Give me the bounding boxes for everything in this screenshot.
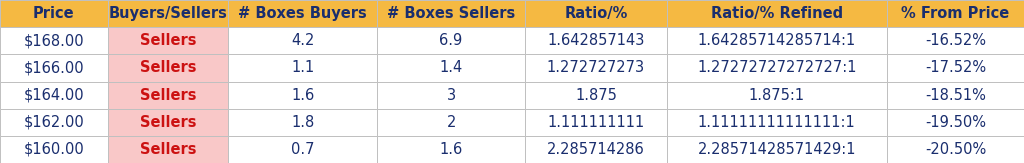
Text: # Boxes Buyers: # Boxes Buyers	[239, 6, 367, 21]
Text: 4.2: 4.2	[291, 33, 314, 48]
Text: 1.11111111111111:1: 1.11111111111111:1	[697, 115, 856, 130]
Bar	[667, 82, 887, 109]
Text: 1.875:1: 1.875:1	[749, 88, 805, 103]
Text: 1.875: 1.875	[575, 88, 616, 103]
Text: # Boxes Sellers: # Boxes Sellers	[387, 6, 515, 21]
Bar	[525, 54, 667, 82]
Bar	[0, 82, 108, 109]
Text: 1.272727273: 1.272727273	[547, 60, 645, 75]
Bar	[525, 0, 667, 27]
Text: -18.51%: -18.51%	[925, 88, 986, 103]
Text: Sellers: Sellers	[139, 60, 197, 75]
Text: 6.9: 6.9	[439, 33, 463, 48]
Text: $166.00: $166.00	[24, 60, 84, 75]
Text: -16.52%: -16.52%	[925, 33, 986, 48]
Bar	[377, 109, 525, 136]
Bar	[377, 54, 525, 82]
Bar	[887, 136, 1024, 163]
Text: 2.28571428571429:1: 2.28571428571429:1	[697, 142, 856, 157]
Text: -20.50%: -20.50%	[925, 142, 986, 157]
Text: Ratio/% Refined: Ratio/% Refined	[711, 6, 843, 21]
Text: Sellers: Sellers	[139, 88, 197, 103]
Bar	[525, 136, 667, 163]
Bar	[228, 136, 377, 163]
Text: 2: 2	[446, 115, 456, 130]
Bar	[377, 136, 525, 163]
Bar	[0, 0, 108, 27]
Text: 1.27272727272727:1: 1.27272727272727:1	[697, 60, 856, 75]
Bar	[228, 109, 377, 136]
Text: -19.50%: -19.50%	[925, 115, 986, 130]
Bar	[525, 82, 667, 109]
Text: 1.6: 1.6	[439, 142, 463, 157]
Text: $162.00: $162.00	[24, 115, 84, 130]
Bar	[0, 109, 108, 136]
Text: Sellers: Sellers	[139, 142, 197, 157]
Bar	[228, 54, 377, 82]
Bar	[228, 0, 377, 27]
Text: $168.00: $168.00	[24, 33, 84, 48]
Text: Buyers/Sellers: Buyers/Sellers	[109, 6, 227, 21]
Text: % From Price: % From Price	[901, 6, 1010, 21]
Bar	[887, 82, 1024, 109]
Text: -17.52%: -17.52%	[925, 60, 986, 75]
Bar	[108, 54, 228, 82]
Text: Sellers: Sellers	[139, 115, 197, 130]
Text: Price: Price	[33, 6, 75, 21]
Bar	[667, 54, 887, 82]
Bar	[667, 136, 887, 163]
Text: 2.285714286: 2.285714286	[547, 142, 645, 157]
Text: 1.642857143: 1.642857143	[547, 33, 645, 48]
Text: 3: 3	[446, 88, 456, 103]
Bar	[667, 27, 887, 54]
Text: 1.111111111: 1.111111111	[548, 115, 644, 130]
Bar	[0, 136, 108, 163]
Text: 1.6: 1.6	[291, 88, 314, 103]
Bar	[525, 27, 667, 54]
Bar	[0, 54, 108, 82]
Bar	[887, 0, 1024, 27]
Text: 1.8: 1.8	[291, 115, 314, 130]
Bar	[108, 0, 228, 27]
Bar	[377, 0, 525, 27]
Text: 0.7: 0.7	[291, 142, 314, 157]
Bar	[228, 27, 377, 54]
Text: 1.4: 1.4	[439, 60, 463, 75]
Bar	[887, 109, 1024, 136]
Bar	[108, 27, 228, 54]
Text: $164.00: $164.00	[24, 88, 84, 103]
Bar	[377, 82, 525, 109]
Bar	[228, 82, 377, 109]
Bar	[108, 136, 228, 163]
Text: Sellers: Sellers	[139, 33, 197, 48]
Bar	[667, 109, 887, 136]
Bar	[377, 27, 525, 54]
Bar	[667, 0, 887, 27]
Bar	[0, 27, 108, 54]
Bar	[887, 27, 1024, 54]
Text: $160.00: $160.00	[24, 142, 84, 157]
Text: 1.1: 1.1	[291, 60, 314, 75]
Bar	[108, 109, 228, 136]
Bar	[887, 54, 1024, 82]
Text: Ratio/%: Ratio/%	[564, 6, 628, 21]
Bar	[525, 109, 667, 136]
Bar	[108, 82, 228, 109]
Text: 1.64285714285714:1: 1.64285714285714:1	[697, 33, 856, 48]
